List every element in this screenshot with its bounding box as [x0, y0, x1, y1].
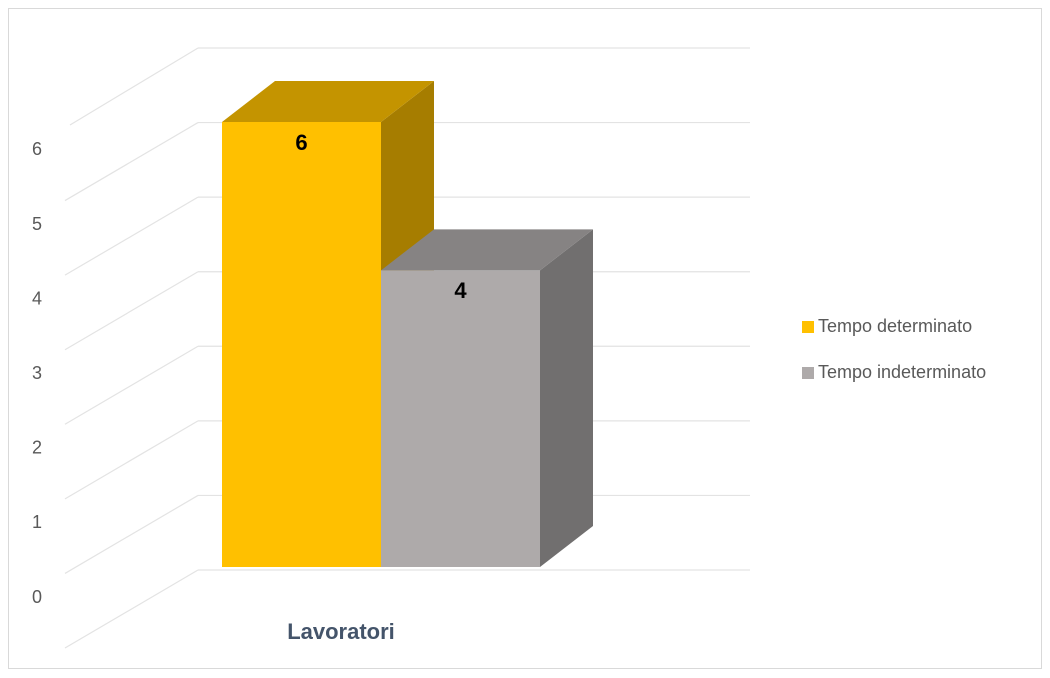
- bar: [381, 270, 540, 567]
- legend-swatch: [802, 321, 814, 333]
- side-grid-line: [64, 122, 199, 202]
- side-grid-line: [69, 47, 199, 126]
- side-grid-line: [64, 196, 199, 276]
- y-tick-label: 6: [32, 139, 42, 159]
- data-label: 6: [295, 130, 307, 155]
- bar: [222, 122, 381, 567]
- side-grid-line: [64, 569, 199, 649]
- y-tick-label: 1: [32, 512, 42, 532]
- data-label: 4: [454, 278, 467, 303]
- bar-top: [222, 81, 434, 122]
- bar-side: [540, 229, 593, 568]
- y-tick-label: 5: [32, 214, 42, 234]
- side-grid-line: [64, 494, 199, 574]
- legend-label: Tempo indeterminato: [818, 362, 986, 382]
- side-grid-line: [64, 420, 199, 500]
- y-tick-label: 2: [32, 438, 42, 458]
- y-tick-label: 4: [32, 288, 42, 308]
- bar-top: [381, 229, 593, 271]
- side-grid-line: [64, 345, 199, 425]
- legend-swatch: [802, 367, 814, 379]
- y-tick-label: 0: [32, 587, 42, 607]
- legend-label: Tempo determinato: [818, 316, 972, 336]
- side-grid-line: [64, 271, 199, 351]
- y-tick-label: 3: [32, 363, 42, 383]
- x-tick-label: Lavoratori: [287, 619, 395, 644]
